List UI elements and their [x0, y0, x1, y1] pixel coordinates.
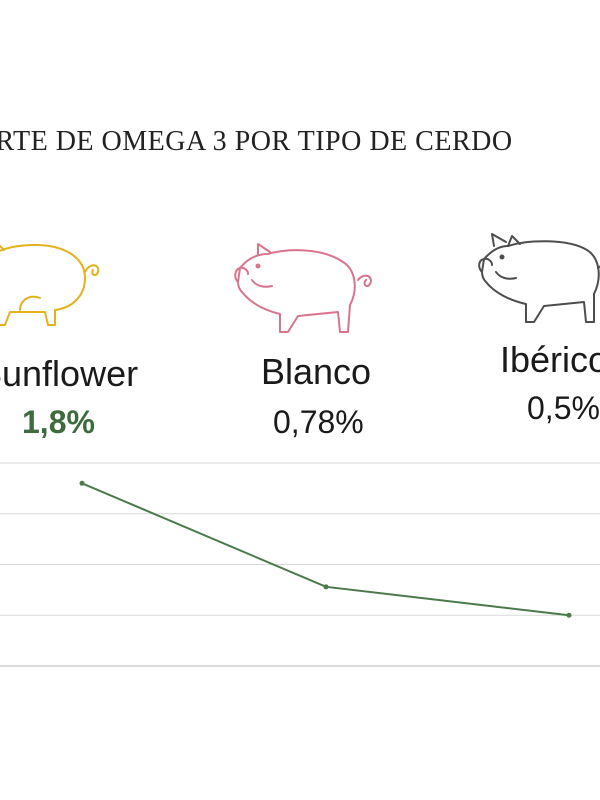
category-label-iberico: Ibérico — [500, 339, 600, 380]
chart-title: APORTE DE OMEGA 3 POR TIPO DE CERDO — [0, 122, 600, 162]
category-label-blanco: Blanco — [261, 351, 372, 392]
pig-icon-sunflower — [0, 230, 110, 330]
series-line — [81, 482, 570, 617]
pig-icon-iberico — [472, 232, 600, 332]
data-point-ibrico — [566, 612, 572, 618]
data-point-sunflower — [79, 480, 85, 486]
gridlines — [0, 462, 600, 616]
value-label-blanco: 0,78% — [273, 404, 364, 440]
value-label-iberico: 0,5% — [527, 390, 600, 426]
line-chart — [0, 462, 600, 667]
data-points — [79, 480, 572, 618]
pig-icon-blanco — [228, 240, 378, 340]
chart-title-text: APORTE DE OMEGA 3 POR TIPO DE CERDO — [0, 126, 513, 157]
data-point-blanco — [323, 584, 329, 590]
value-label-sunflower: 1,8% — [22, 404, 95, 440]
category-label-sunflower: Sunflower — [0, 353, 139, 394]
